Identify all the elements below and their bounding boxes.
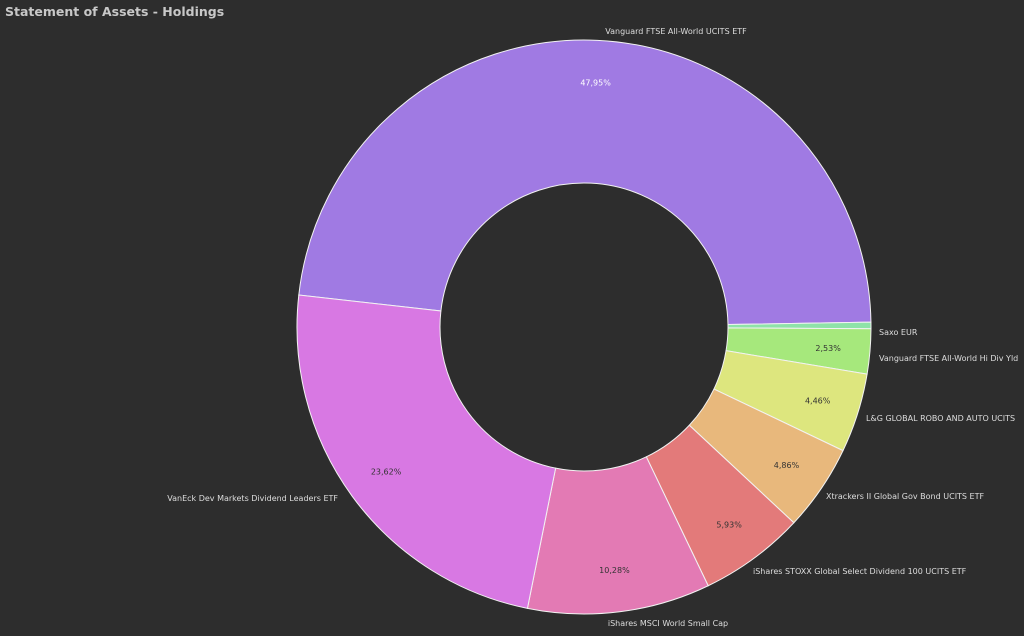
slice-percent-label: 4,46%: [805, 397, 831, 406]
slice-percent-label: 2,53%: [815, 344, 841, 353]
slice-name-label: iShares MSCI World Small Cap: [608, 619, 728, 628]
slice-7[interactable]: [296, 294, 557, 609]
slice-percent-label: 5,93%: [716, 520, 742, 529]
slice-name-label: Xtrackers II Global Gov Bond UCITS ETF: [826, 492, 984, 501]
slice-name-label: Vanguard FTSE All-World Hi Div Yld: [879, 354, 1018, 363]
slice-name-label: Vanguard FTSE All-World UCITS ETF: [605, 27, 747, 36]
slice-name-label: iShares STOXX Global Select Dividend 100…: [753, 567, 967, 576]
slice-name-label: Saxo EUR: [879, 328, 918, 337]
slice-name-label: L&G GLOBAL ROBO AND AUTO UCITS: [866, 414, 1015, 423]
slice-0[interactable]: [298, 39, 872, 326]
slice-percent-label: 4,86%: [774, 461, 800, 470]
slice-name-label: VanEck Dev Markets Dividend Leaders ETF: [167, 494, 338, 503]
chart-title: Statement of Assets - Holdings: [5, 4, 225, 19]
slice-percent-label: 10,28%: [599, 566, 630, 575]
slice-percent-label: 47,95%: [580, 78, 611, 87]
slice-percent-label: 23,62%: [371, 467, 402, 476]
